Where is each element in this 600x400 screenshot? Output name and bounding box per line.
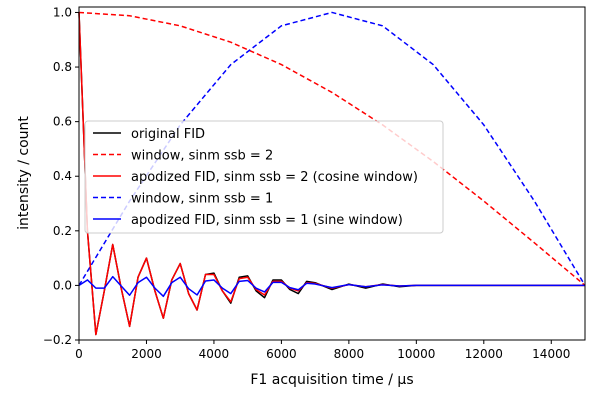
x-tick-label: 0 [75, 347, 83, 361]
legend: original FID window, sinm ssb = 2 apodized… [84, 120, 444, 234]
series-window-ssb1 [78, 11, 586, 286]
y-tick-label: −0.2 [43, 333, 72, 347]
x-axis: 0 2000 4000 6000 8000 10000 12000 14000 [75, 340, 570, 361]
x-tick-label: 8000 [334, 347, 365, 361]
x-tick-label: 14000 [532, 347, 570, 361]
series-apodized-ssb1 [78, 275, 585, 298]
x-tick-label: 6000 [266, 347, 297, 361]
x-tick-label: 10000 [397, 347, 435, 361]
series-window-ssb2 [78, 11, 586, 286]
x-axis-label: F1 acquisition time / μs [250, 372, 413, 388]
legend-label: window, sinm ssb = 1 [131, 192, 273, 207]
legend-label: apodized FID, sinm ssb = 2 (cosine windo… [131, 170, 418, 185]
y-axis-label: intensity / count [16, 116, 32, 230]
plot-frame [78, 6, 586, 341]
y-tick-label: 0.2 [53, 224, 72, 238]
y-tick-label: 1.0 [53, 5, 72, 19]
legend-label: original FID [131, 127, 205, 142]
y-tick-label: 0.0 [53, 278, 72, 292]
legend-label: window, sinm ssb = 2 [131, 149, 273, 164]
legend-label: apodized FID, sinm ssb = 1 (sine window) [131, 213, 403, 228]
y-tick-label: 0.4 [53, 169, 72, 183]
legend-box [84, 120, 444, 234]
x-tick-label: 12000 [465, 347, 503, 361]
y-tick-label: 0.6 [53, 115, 72, 129]
y-tick-label: 0.8 [53, 60, 72, 74]
y-axis: −0.2 0.0 0.2 0.4 0.6 0.8 1.0 [43, 5, 79, 347]
series-layer [78, 11, 586, 336]
x-tick-label: 4000 [199, 347, 230, 361]
x-tick-label: 2000 [131, 347, 162, 361]
